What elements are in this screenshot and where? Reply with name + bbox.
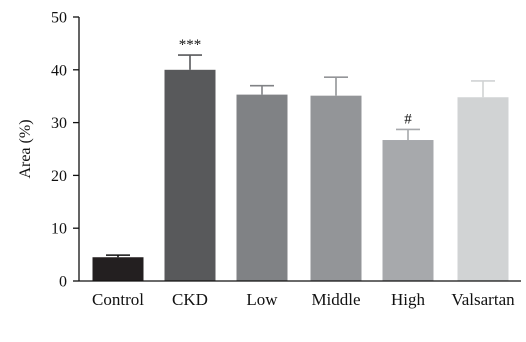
x-label-valsartan: Valsartan <box>451 290 515 309</box>
y-tick-label: 30 <box>51 115 67 132</box>
y-axis-title: Area (%) <box>17 119 34 178</box>
x-label-high: High <box>391 290 426 309</box>
y-tick-label: 50 <box>51 10 67 27</box>
bar-valsartan <box>457 97 509 281</box>
y-tick-label: 10 <box>51 221 67 238</box>
bars-layer <box>92 69 509 281</box>
bar-high <box>382 140 434 281</box>
x-label-middle: Middle <box>311 290 360 309</box>
y-tick-label: 0 <box>59 274 67 291</box>
bar-low <box>236 94 288 281</box>
y-ticks-layer: 0 10 20 30 40 50 <box>51 10 79 291</box>
significance-label-ckd: *** <box>179 37 202 53</box>
annotations-layer: *** # <box>179 37 413 127</box>
bar-middle <box>310 95 362 281</box>
significance-label-high: # <box>404 111 412 127</box>
x-label-ckd: CKD <box>172 290 208 309</box>
y-tick-label: 20 <box>51 168 67 185</box>
x-label-control: Control <box>92 290 144 309</box>
bar-control <box>92 257 144 281</box>
y-tick-label: 40 <box>51 62 67 79</box>
x-label-low: Low <box>246 290 278 309</box>
x-labels-layer: Control CKD Low Middle High Valsartan <box>92 290 515 309</box>
error-bars-layer <box>106 54 495 258</box>
bar-ckd <box>164 69 216 281</box>
